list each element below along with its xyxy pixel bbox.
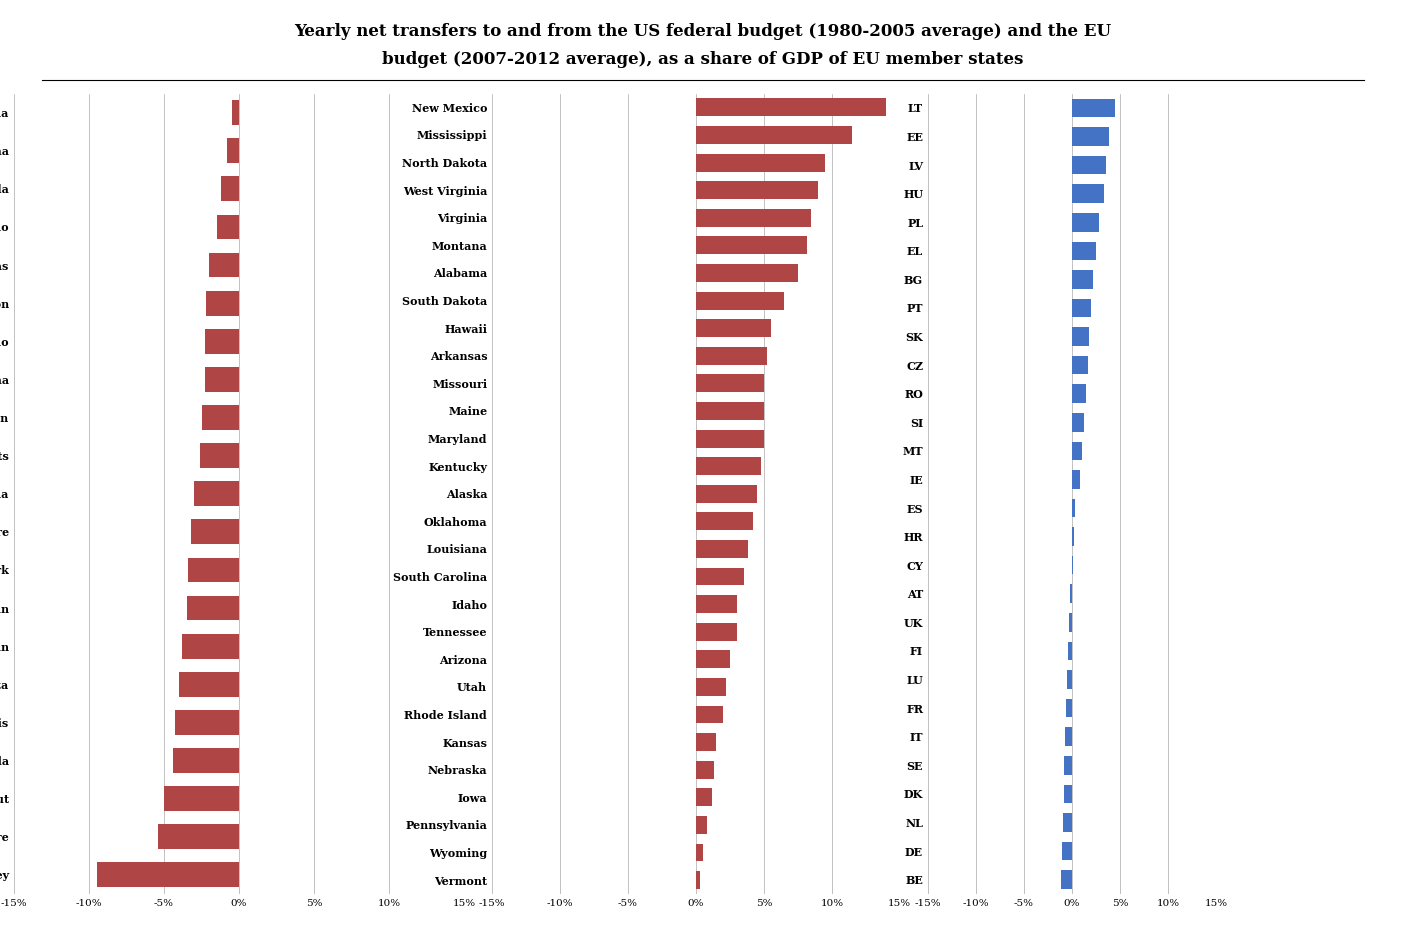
Bar <box>1064 784 1073 803</box>
Bar <box>696 678 725 695</box>
Bar <box>191 519 239 544</box>
Bar <box>696 512 754 531</box>
Bar <box>217 214 239 240</box>
Bar <box>696 540 748 558</box>
Bar <box>200 444 239 468</box>
Bar <box>1069 613 1073 632</box>
Bar <box>696 347 766 365</box>
Bar <box>194 481 239 506</box>
Bar <box>1066 699 1073 717</box>
Bar <box>1069 642 1073 660</box>
Bar <box>1073 155 1105 174</box>
Bar <box>696 622 737 640</box>
Bar <box>1060 870 1073 889</box>
Bar <box>173 748 239 773</box>
Bar <box>1073 442 1081 461</box>
Bar <box>188 558 239 582</box>
Bar <box>696 264 799 282</box>
Bar <box>696 182 818 199</box>
Bar <box>696 567 744 586</box>
Bar <box>1073 385 1087 403</box>
Bar <box>696 292 785 310</box>
Bar <box>179 672 239 696</box>
Bar <box>696 154 825 171</box>
Bar <box>1063 813 1073 832</box>
Bar <box>696 402 763 420</box>
Bar <box>1073 499 1076 518</box>
Bar <box>696 126 852 144</box>
Bar <box>1073 127 1108 146</box>
Bar <box>696 733 716 751</box>
Bar <box>696 595 737 613</box>
Bar <box>1073 98 1115 117</box>
Bar <box>1073 241 1097 260</box>
Bar <box>1073 527 1074 546</box>
Bar <box>165 786 239 811</box>
Bar <box>97 862 239 887</box>
Bar <box>1066 727 1073 746</box>
Bar <box>696 788 713 806</box>
Bar <box>696 237 807 255</box>
Bar <box>696 209 811 227</box>
Bar <box>696 843 703 861</box>
Bar <box>1063 841 1073 860</box>
Bar <box>201 405 239 430</box>
Bar <box>1067 670 1073 689</box>
Bar <box>181 634 239 659</box>
Bar <box>696 319 770 337</box>
Bar <box>1073 271 1094 288</box>
Bar <box>207 291 239 315</box>
Bar <box>696 816 707 834</box>
Bar <box>696 374 763 392</box>
Bar <box>1073 356 1088 374</box>
Bar <box>174 710 239 735</box>
Bar <box>696 871 700 889</box>
Bar <box>204 329 239 354</box>
Bar <box>226 139 239 163</box>
Bar <box>696 457 761 475</box>
Bar <box>696 706 723 724</box>
Bar <box>209 253 239 277</box>
Text: Yearly net transfers to and from the US federal budget (1980-2005 average) and t: Yearly net transfers to and from the US … <box>294 23 1112 40</box>
Bar <box>696 651 730 668</box>
Bar <box>696 761 714 779</box>
Bar <box>204 367 239 392</box>
Bar <box>1073 299 1091 317</box>
Bar <box>157 825 239 849</box>
Bar <box>221 177 239 201</box>
Bar <box>1070 584 1073 603</box>
Bar <box>187 595 239 621</box>
Bar <box>696 98 886 116</box>
Bar <box>1073 470 1080 489</box>
Bar <box>1064 756 1073 775</box>
Bar <box>232 100 239 125</box>
Bar <box>1073 328 1090 345</box>
Bar <box>1073 212 1099 231</box>
Bar <box>1073 184 1104 203</box>
Text: budget (2007-2012 average), as a share of GDP of EU member states: budget (2007-2012 average), as a share o… <box>382 51 1024 68</box>
Bar <box>1073 413 1084 431</box>
Bar <box>696 430 763 447</box>
Bar <box>696 485 758 503</box>
